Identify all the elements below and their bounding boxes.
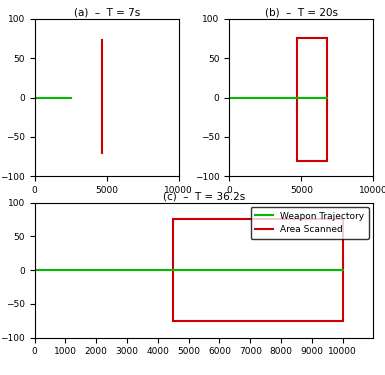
Bar: [297, 39, 327, 160]
Legend: Weapon Trajectory, Area Scanned: Weapon Trajectory, Area Scanned: [251, 207, 369, 238]
Title: (a)  –  T = 7s: (a) – T = 7s: [74, 8, 140, 18]
Title: (c)  –  T = 36.2s: (c) – T = 36.2s: [163, 192, 245, 202]
Title: (b)  –  T = 20s: (b) – T = 20s: [265, 8, 338, 18]
Bar: [173, 219, 343, 321]
